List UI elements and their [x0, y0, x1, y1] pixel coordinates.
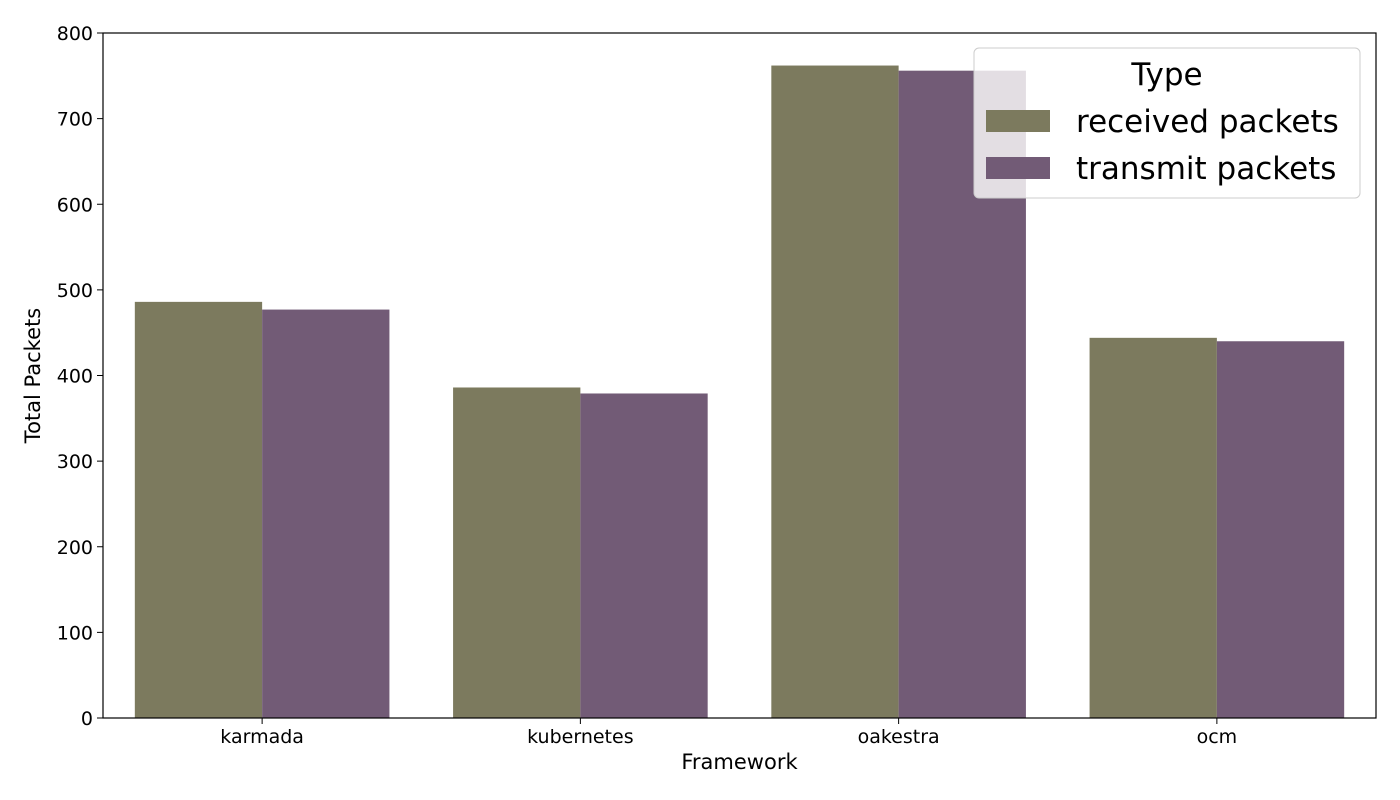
- y-tick-label: 800: [57, 23, 93, 45]
- bar-karmada-received: [134, 301, 263, 718]
- x-tick-label-karmada: karmada: [220, 726, 304, 748]
- legend-title: Type: [1130, 57, 1202, 93]
- x-tick-label-ocm: ocm: [1197, 726, 1238, 748]
- bar-ocm-transmit: [1216, 341, 1345, 718]
- y-tick-label: 200: [57, 537, 93, 559]
- legend-label-transmit: transmit packets: [1076, 151, 1336, 187]
- y-tick-label: 100: [57, 622, 93, 644]
- bars-group: [134, 65, 1345, 719]
- bar-kubernetes-received: [453, 387, 581, 718]
- y-tick-label: 0: [81, 708, 93, 730]
- x-tick-label-oakestra: oakestra: [858, 726, 940, 748]
- bar-karmada-transmit: [262, 309, 390, 718]
- y-tick-label: 300: [57, 451, 93, 473]
- x-tick-label-kubernetes: kubernetes: [527, 726, 633, 748]
- bar-kubernetes-transmit: [580, 393, 708, 718]
- legend-frame: [973, 47, 1361, 199]
- x-axis-label: Framework: [681, 750, 798, 774]
- y-axis: 0 100 200 300 400 500 600 700 800: [57, 23, 103, 730]
- y-tick-label: 500: [57, 280, 93, 302]
- legend: Type received packets transmit packets: [973, 47, 1361, 199]
- legend-swatch-received: [986, 110, 1050, 132]
- legend-label-received: received packets: [1076, 104, 1339, 140]
- y-tick-label: 700: [57, 109, 93, 131]
- bar-ocm-received: [1089, 337, 1217, 718]
- y-axis-label: Total Packets: [21, 308, 45, 444]
- legend-swatch-transmit: [986, 157, 1050, 179]
- y-tick-label: 400: [57, 366, 93, 388]
- y-tick-label: 600: [57, 194, 93, 216]
- bar-oakestra-received: [771, 65, 899, 719]
- x-axis: karmada kubernetes oakestra ocm: [220, 718, 1237, 748]
